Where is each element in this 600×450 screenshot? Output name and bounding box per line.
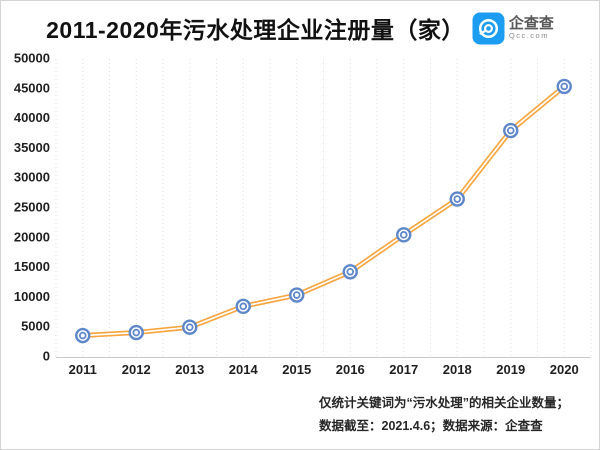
- x-tick-label: 2016: [336, 362, 365, 377]
- x-tick-label: 2017: [389, 362, 418, 377]
- title-row: 2011-2020年污水处理企业注册量（家） 企查查 Qcc.com: [1, 7, 599, 49]
- x-tick-label: 2014: [229, 362, 259, 377]
- y-tick-label: 25000: [14, 200, 50, 215]
- y-tick-label: 45000: [14, 80, 50, 95]
- y-tick-label: 40000: [14, 110, 50, 125]
- x-tick-label: 2018: [443, 362, 472, 377]
- data-point-inner: [292, 291, 301, 299]
- data-point-inner: [399, 231, 408, 239]
- data-point-inner: [132, 328, 141, 337]
- data-point-inner: [506, 126, 515, 135]
- y-tick-label: 30000: [14, 170, 50, 185]
- qcc-logo: 企查查 Qcc.com: [472, 12, 554, 45]
- x-tick-label: 2015: [282, 362, 311, 377]
- y-tick-label: 10000: [14, 289, 50, 304]
- footer-note: 仅统计关键词为“污水处理”的相关企业数量； 数据截至：2021.4.6；数据来源…: [319, 392, 569, 438]
- y-tick-label: 5000: [21, 319, 50, 334]
- qcc-logo-text: 企查查 Qcc.com: [509, 16, 554, 40]
- page-title: 2011-2020年污水处理企业注册量（家）: [46, 17, 465, 43]
- data-point-inner: [453, 195, 462, 203]
- y-tick-label: 0: [43, 349, 50, 364]
- data-point-inner: [560, 82, 569, 91]
- data-point-inner: [346, 267, 355, 276]
- y-tick-label: 35000: [14, 140, 50, 155]
- x-tick-label: 2011: [69, 362, 97, 377]
- x-tick-label: 2020: [550, 362, 579, 377]
- footer-note-line1: 仅统计关键词为“污水处理”的相关企业数量；: [319, 396, 570, 410]
- x-tick-label: 2012: [122, 362, 151, 377]
- qcc-logo-name: 企查查: [508, 15, 554, 33]
- data-point-inner: [185, 323, 194, 332]
- data-point-inner: [239, 302, 248, 311]
- qcc-logo-icon: [472, 12, 505, 44]
- x-tick-label: 2019: [496, 362, 525, 377]
- data-point-inner: [78, 331, 87, 340]
- y-tick-label: 20000: [14, 229, 50, 244]
- series-line-core: [81, 85, 566, 337]
- qcc-logo-domain: Qcc.com: [508, 30, 549, 40]
- x-tick-label: 2013: [175, 362, 204, 377]
- y-tick-label: 15000: [14, 259, 50, 274]
- y-tick-label: 50000: [14, 51, 50, 66]
- footer-note-line2: 数据截至：2021.4.6；数据来源：企查查: [319, 419, 543, 433]
